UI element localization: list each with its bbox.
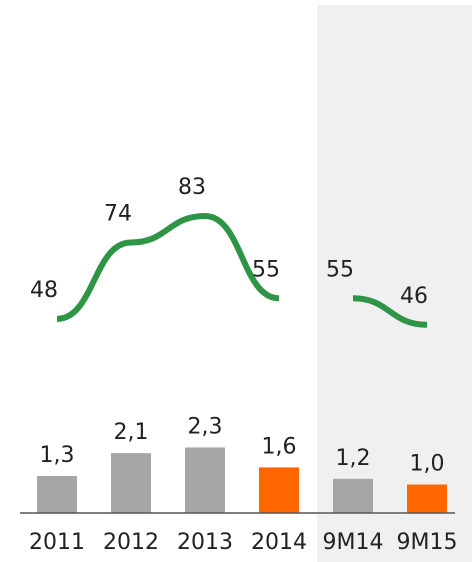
line-series-1 — [56, 212, 280, 322]
bar-value-label: 1,2 — [336, 446, 371, 471]
bar-2011 — [37, 475, 77, 513]
bar-value-label: 2,1 — [114, 420, 149, 445]
bar-2013 — [185, 447, 225, 513]
x-tick-label: 9M15 — [397, 530, 458, 555]
x-tick-label: 9M14 — [323, 530, 384, 555]
line-value-label: 74 — [104, 201, 132, 226]
bar-2014 — [259, 467, 299, 513]
bar-value-label: 2,3 — [188, 414, 223, 439]
x-tick-label: 2014 — [251, 530, 307, 555]
line-value-label: 46 — [400, 284, 428, 309]
bars — [37, 447, 447, 513]
bar-value-label: 1,0 — [410, 452, 445, 477]
x-tick-label: 2013 — [177, 530, 233, 555]
x-tick-label: 2011 — [29, 530, 85, 555]
labels: 2011 1,3 2012 2,1 2013 2,3 2014 1,6 9M14 1,2 9M15 1… — [29, 175, 457, 555]
bar-value-label: 1,6 — [262, 434, 297, 459]
line-value-label: 83 — [178, 175, 206, 200]
x-tick-label: 2012 — [103, 530, 159, 555]
bar-9M15 — [407, 484, 447, 513]
bar-2012 — [111, 453, 151, 513]
period-shading — [317, 5, 472, 562]
line-series-2 — [352, 295, 428, 328]
line-value-label: 55 — [326, 257, 354, 282]
bar-value-label: 1,3 — [40, 443, 75, 468]
line-value-label: 48 — [30, 278, 58, 303]
lines — [56, 212, 428, 328]
line-value-label: 55 — [252, 257, 280, 282]
bar-9M14 — [333, 478, 373, 513]
